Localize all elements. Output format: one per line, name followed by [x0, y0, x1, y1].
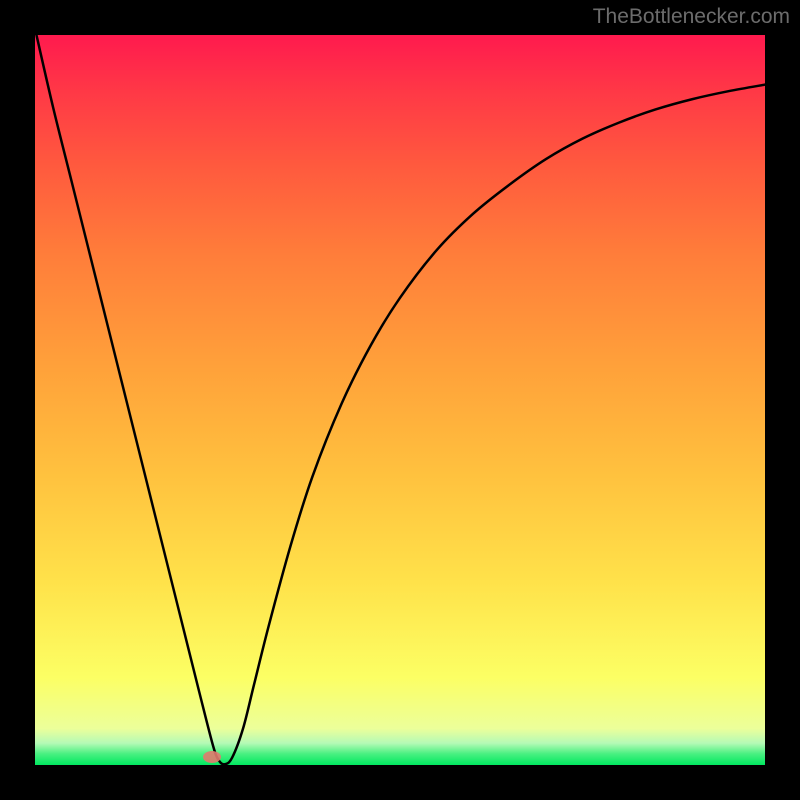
watermark-text: TheBottlenecker.com: [593, 5, 790, 29]
plot-area: [35, 35, 765, 765]
current-position-marker: [203, 751, 221, 763]
chart-root: TheBottlenecker.com: [0, 0, 800, 800]
curve-path: [36, 35, 765, 764]
bottleneck-curve: [35, 35, 765, 765]
